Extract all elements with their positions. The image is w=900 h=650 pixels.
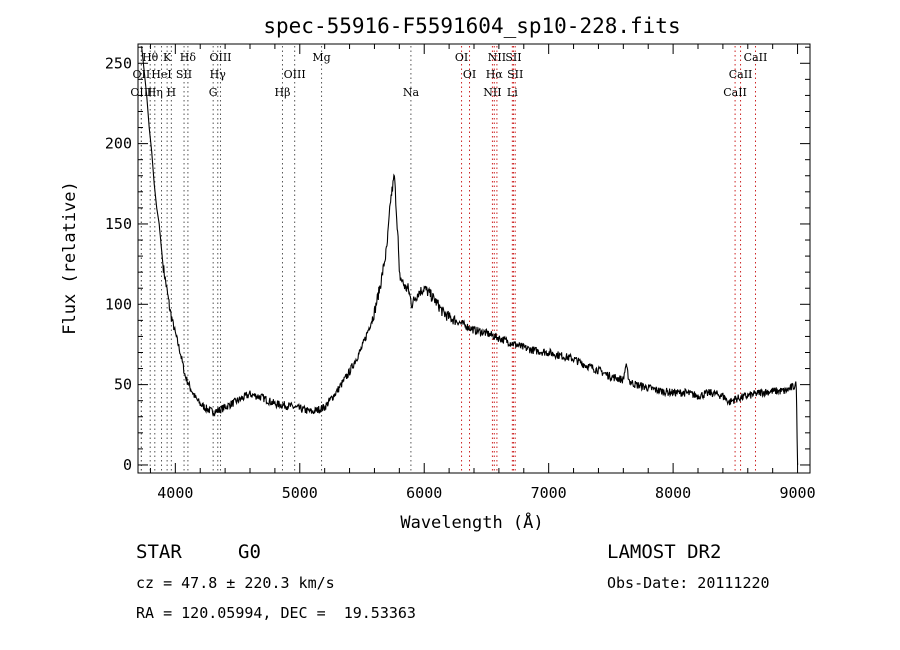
chart-title: spec-55916-F5591604_sp10-228.fits [263,14,680,38]
spectral-line-label: Hη [147,86,163,99]
y-axis-label: Flux (relative) [60,181,80,335]
x-tick-label: 4000 [157,484,193,502]
x-tick-label: 7000 [531,484,567,502]
coordinates: RA = 120.05994, DEC = 19.53363 [136,604,416,622]
y-tick-label: 0 [123,456,132,474]
x-tick-label: 5000 [282,484,318,502]
spectral-line-label: K [163,51,172,64]
spectral-line-label: G [209,86,218,99]
y-tick-label: 50 [114,376,132,394]
spectral-line-label: SII [505,51,521,64]
spectral-line-label: Hθ [142,51,159,64]
spectral-line-label: H [167,86,177,99]
spectral-line-label: OI [455,51,468,64]
spectral-line-label: Hα [486,68,504,81]
spectral-line-label: OII [133,68,151,81]
y-tick-label: 100 [105,295,132,313]
y-tick-label: 250 [105,54,132,72]
x-tick-label: 6000 [406,484,442,502]
spectrum-chart: spec-55916-F5591604_sp10-228.fits Hθ K Hδ O… [60,14,816,533]
spectral-line-label: Hβ [275,86,291,99]
spectral-line-label: Hγ [210,68,227,81]
y-tick-label: 200 [105,135,132,153]
spectral-line-label: Li [507,86,518,99]
spectral-line-label: Na [403,86,420,99]
spectrum-line [141,47,799,466]
redshift-text: cz = 47.8 ± 220.3 km/s [136,574,335,592]
spectral-line-label: Hδ [180,51,197,64]
spectral-line-label: CaII [744,51,768,64]
spectral-line-markers [140,46,756,473]
spectral-line-label: HeI [151,68,171,81]
spectral-line-label: NII [488,51,506,64]
x-tick-label: 8000 [655,484,691,502]
x-axis-label: Wavelength (Å) [400,511,543,533]
spectral-line-label: SII [507,68,523,81]
x-tick-label: 9000 [779,484,815,502]
plot-frame [137,43,811,474]
y-tick-label: 150 [105,215,132,233]
y-axis-ticks: 0 50 100 150 200 250 [105,46,810,474]
spectral-line-label: Mg [312,51,330,64]
spectral-line-label: CaII [723,86,747,99]
object-subclass: G0 [238,541,261,563]
spectral-line-label: SII [176,68,192,81]
spectral-line-label: OIII [284,68,306,81]
object-class: STAR [136,541,182,563]
spectral-line-label: OIII [209,51,231,64]
x-axis-ticks: 4000 5000 6000 7000 8000 9000 [149,44,816,502]
observation-date: Obs-Date: 20111220 [607,574,770,592]
survey-name: LAMOST DR2 [607,541,722,563]
spectral-line-label: CaII [729,68,753,81]
spectral-line-label: NII [483,86,501,99]
spectral-line-label: OI [463,68,476,81]
